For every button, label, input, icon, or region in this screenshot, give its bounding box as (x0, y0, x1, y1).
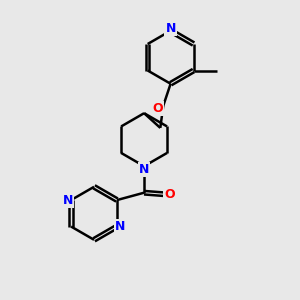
Text: O: O (164, 188, 175, 201)
Text: O: O (153, 102, 163, 115)
Text: N: N (62, 194, 73, 207)
Text: N: N (116, 220, 126, 233)
Text: N: N (165, 22, 176, 35)
Text: N: N (139, 163, 149, 176)
